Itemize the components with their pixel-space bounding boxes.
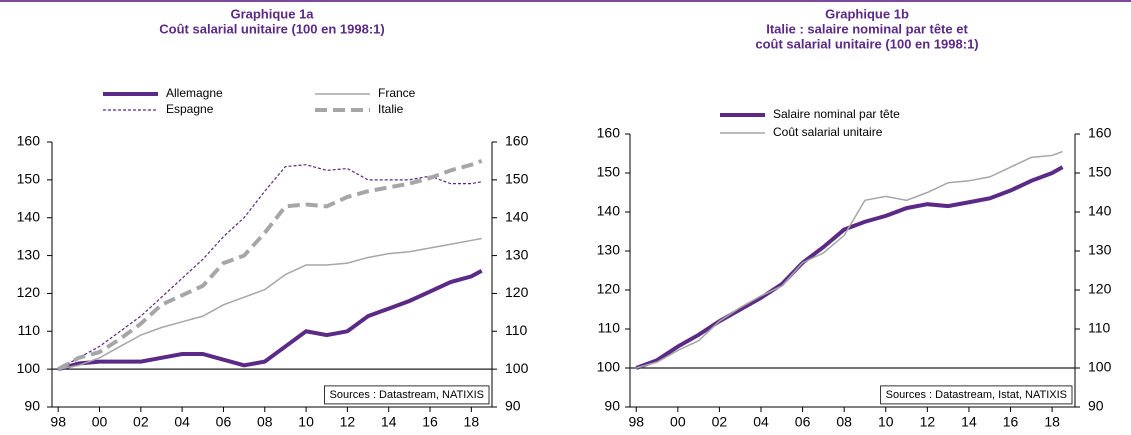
x-tick-label: 98 <box>50 414 66 430</box>
x-tick-label: 14 <box>381 414 397 430</box>
y2-tick-label: 130 <box>505 246 529 262</box>
x-tick-label: 00 <box>92 414 108 430</box>
y2-tick-label: 110 <box>1088 320 1111 336</box>
y-tick-label: 160 <box>597 125 621 141</box>
x-tick-label: 06 <box>216 414 232 430</box>
chart-subtitle: coût salarial unitaire (100 en 1998:1) <box>755 36 978 51</box>
legend-label: Italie <box>378 102 404 116</box>
y-tick-label: 90 <box>604 398 620 414</box>
source-note: Sources : Datastream, NATIXIS <box>330 389 484 401</box>
y-tick-label: 100 <box>17 360 41 376</box>
x-tick-label: 04 <box>753 414 769 430</box>
series-line <box>58 237 482 370</box>
x-tick-label: 18 <box>1044 414 1060 430</box>
y-tick-label: 100 <box>597 359 621 375</box>
x-tick-label: 10 <box>878 414 894 430</box>
y2-tick-label: 130 <box>1088 242 1112 258</box>
x-tick-label: 14 <box>961 414 977 430</box>
y2-tick-label: 150 <box>505 171 529 187</box>
y2-tick-label: 90 <box>1088 398 1104 414</box>
series-line <box>636 150 1063 369</box>
y2-tick-label: 120 <box>505 284 529 300</box>
x-tick-label: 18 <box>464 414 480 430</box>
y-tick-label: 110 <box>598 320 621 336</box>
y2-tick-label: 160 <box>505 133 529 149</box>
x-tick-label: 04 <box>174 414 190 430</box>
x-tick-label: 12 <box>920 414 936 430</box>
series-line <box>57 268 483 372</box>
y2-tick-label: 100 <box>505 360 529 376</box>
x-tick-label: 08 <box>836 414 852 430</box>
y-tick-label: 110 <box>18 322 41 338</box>
x-tick-label: 00 <box>670 414 686 430</box>
y-tick-label: 90 <box>24 398 40 414</box>
y2-tick-label: 150 <box>1088 164 1112 180</box>
x-tick-label: 16 <box>422 414 438 430</box>
legend-label: Espagne <box>166 102 214 116</box>
y2-tick-label: 140 <box>505 208 529 224</box>
y-tick-label: 120 <box>17 284 41 300</box>
source-box <box>324 385 490 405</box>
series-line <box>57 164 482 370</box>
series-line <box>635 165 1064 370</box>
x-tick-label: 98 <box>628 414 644 430</box>
y2-tick-label: 120 <box>1088 281 1112 297</box>
y-tick-label: 130 <box>597 242 621 258</box>
source-box <box>880 385 1073 405</box>
y-tick-label: 120 <box>597 281 621 297</box>
source-note: Sources : Datastream, Istat, NATIXIS <box>886 389 1067 401</box>
chart-subtitle: Italie : salaire nominal par tête et <box>766 21 968 36</box>
x-tick-label: 16 <box>1003 414 1019 430</box>
y2-tick-label: 140 <box>1088 203 1112 219</box>
y-tick-label: 150 <box>597 164 621 180</box>
y2-tick-label: 160 <box>1088 125 1112 141</box>
y-tick-label: 140 <box>597 203 621 219</box>
x-tick-label: 10 <box>298 414 314 430</box>
chart-subtitle: Coût salarial unitaire (100 en 1998:1) <box>159 21 384 36</box>
x-tick-label: 12 <box>340 414 356 430</box>
chart-title: Graphique 1a <box>230 6 314 21</box>
x-tick-label: 02 <box>133 414 149 430</box>
series-line <box>57 159 483 371</box>
legend-label: Coût salarial unitaire <box>773 125 883 139</box>
legend-label: France <box>378 86 416 100</box>
y2-tick-label: 100 <box>1088 359 1112 375</box>
x-tick-label: 06 <box>795 414 811 430</box>
legend-label: Allemagne <box>166 86 223 100</box>
y2-tick-label: 110 <box>505 322 528 338</box>
x-tick-label: 08 <box>257 414 273 430</box>
y-tick-label: 130 <box>17 246 41 262</box>
y-tick-label: 150 <box>17 171 41 187</box>
y-tick-label: 160 <box>17 133 41 149</box>
x-tick-label: 02 <box>712 414 728 430</box>
legend-label: Salaire nominal par tête <box>773 107 900 121</box>
y-tick-label: 140 <box>17 208 41 224</box>
y2-tick-label: 90 <box>505 398 521 414</box>
chart-title: Graphique 1b <box>825 6 909 21</box>
